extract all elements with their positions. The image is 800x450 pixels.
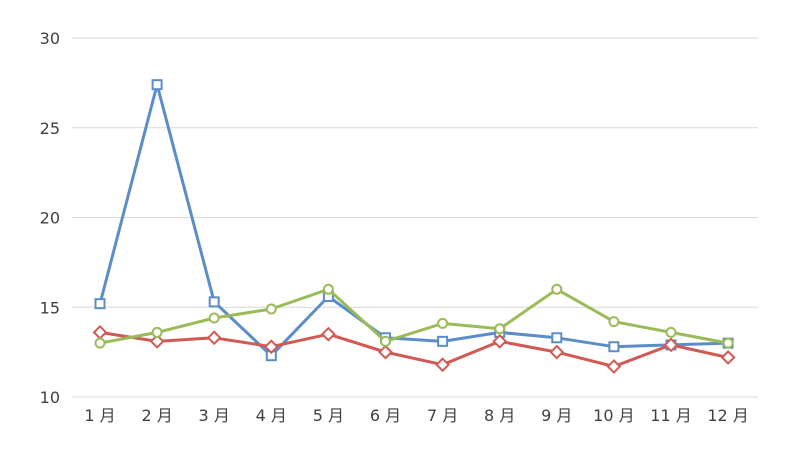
- series-3-point: [665, 326, 677, 338]
- series-2-point: [263, 339, 279, 355]
- series-2-point: [378, 344, 393, 360]
- x-tick-label: 3 月: [199, 406, 230, 425]
- y-tick-label: 10: [40, 388, 60, 407]
- x-tick-label: 1 月: [84, 406, 115, 425]
- x-tick-label: 11 月: [650, 406, 691, 425]
- y-tick-label: 30: [40, 29, 60, 48]
- series-3-point: [208, 312, 220, 324]
- series-1-point: [208, 296, 220, 308]
- series-1-line: [98, 83, 730, 358]
- series-3-point: [151, 326, 163, 338]
- series-2-point: [320, 326, 336, 342]
- y-tick-label: 25: [40, 119, 60, 138]
- series-2-point: [435, 357, 451, 373]
- x-tick-label: 5 月: [313, 406, 344, 425]
- series-2-point: [492, 333, 508, 349]
- series-group: [92, 79, 736, 374]
- x-tick-label: 7 月: [427, 406, 458, 425]
- x-tick-label: 6 月: [370, 406, 401, 425]
- x-axis-tick-labels: 1 月 2 月 3 月 4 月 5 月 6 月 7 月 8 月 9 月 10 月 11 月 12 月: [84, 406, 748, 425]
- series-3: [94, 283, 734, 349]
- x-tick-label: 9 月: [541, 406, 572, 425]
- y-tick-label: 20: [40, 209, 60, 228]
- y-axis-tick-labels: 10 15 20 25 30: [40, 29, 60, 407]
- series-3-point: [265, 303, 277, 315]
- series-2-point: [663, 337, 679, 353]
- series-3-point: [722, 337, 734, 349]
- series-2-point: [720, 350, 736, 365]
- series-3-point: [437, 317, 449, 329]
- series-1: [94, 79, 734, 362]
- x-tick-label: 8 月: [484, 406, 515, 425]
- series-1-point: [608, 341, 620, 353]
- series-2-point: [149, 333, 165, 349]
- series-1-point: [151, 79, 163, 91]
- series-1-point: [551, 332, 563, 344]
- series-2-point: [206, 330, 222, 346]
- x-tick-label: 2 月: [141, 406, 172, 425]
- series-2: [92, 324, 736, 374]
- series-2-point: [92, 324, 108, 340]
- series-3-point: [494, 323, 506, 335]
- series-3-point: [380, 335, 391, 347]
- x-tick-label: 12 月: [707, 406, 748, 425]
- series-2-point: [606, 359, 622, 374]
- series-2-line: [98, 330, 730, 368]
- series-1-point: [437, 335, 449, 347]
- series-3-point: [94, 337, 106, 349]
- series-3-line: [98, 287, 730, 345]
- series-1-point: [94, 298, 106, 310]
- y-tick-label: 15: [40, 298, 60, 317]
- series-2-point: [549, 344, 565, 360]
- gridlines: [72, 37, 758, 398]
- series-3-point: [551, 283, 563, 295]
- series-3-point: [322, 283, 334, 295]
- x-tick-label: 10 月: [593, 406, 634, 425]
- series-3-point: [608, 316, 620, 328]
- x-tick-label: 4 月: [256, 406, 287, 425]
